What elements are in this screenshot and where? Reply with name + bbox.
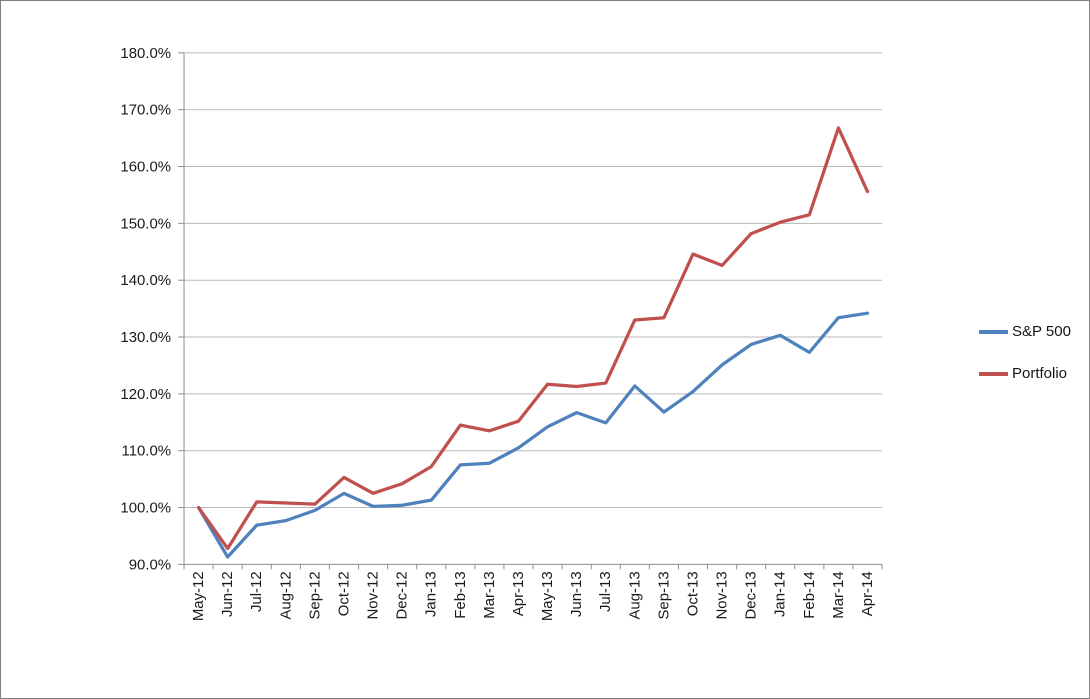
x-tick-label: Jan-14 [772,571,789,617]
y-tick-label: 140.0% [120,272,171,289]
x-tick-label: May-13 [539,571,556,621]
y-tick-label: 170.0% [120,102,171,119]
x-tick-label: Apr-13 [510,571,527,616]
x-tick-label: Jan-13 [423,571,440,617]
x-tick-label: Jul-12 [248,571,265,612]
sp500-line-swatch-icon [979,330,1008,334]
x-tick-label: Mar-14 [830,571,847,618]
y-tick-label: 180.0% [120,45,171,62]
x-tick-label: Sep-13 [655,571,672,619]
series-line-portfolio[interactable] [196,126,870,551]
legend-label-sp500: S&P 500 [1012,323,1071,340]
x-tick-label: Apr-14 [859,571,876,616]
y-tick-label: 120.0% [120,386,171,403]
x-tick-label: Feb-14 [801,571,818,618]
x-tick-label: Mar-13 [481,571,498,618]
y-axis-labels: 90.0% 100.0% 110.0% 120.0% 130.0% 140.0% 150.0… [120,45,171,574]
x-tick-label: Jun-13 [568,571,585,617]
x-tick-label: Jun-12 [219,571,236,617]
x-ticks [183,564,883,570]
y-tick-label: 130.0% [120,329,171,346]
x-tick-label: Aug-12 [277,571,294,619]
x-tick-label: Oct-13 [684,571,701,616]
x-tick-label: Nov-12 [365,571,382,619]
x-tick-label: Sep-12 [306,571,323,619]
x-tick-label: Feb-13 [452,571,469,618]
x-tick-label: Aug-13 [626,571,643,619]
y-tick-label: 160.0% [120,159,171,176]
x-tick-label: Jul-13 [597,571,614,612]
chart-legend: S&P 500 Portfolio [979,322,1071,384]
x-tick-label: May-12 [190,571,207,621]
series-line-s-p-500[interactable] [196,311,870,559]
x-tick-label: Oct-12 [335,571,352,616]
y-tick-label: 100.0% [120,500,171,517]
y-tick-label: 150.0% [120,215,171,232]
y-tick-label: 90.0% [129,556,171,573]
y-gridlines [178,52,883,565]
y-tick-label: 110.0% [122,443,172,460]
portfolio-line-swatch-icon [979,372,1008,376]
x-axis-labels: May-12 Jun-12 Jul-12 Aug-12 Sep-12 Oct-12 Nov-… [190,571,876,621]
x-tick-label: Nov-13 [714,571,731,619]
legend-label-portfolio: Portfolio [1012,365,1068,382]
legend-item-sp500[interactable]: S&P 500 [979,322,1071,342]
x-tick-label: Dec-13 [743,571,760,619]
legend-item-portfolio[interactable]: Portfolio [979,364,1071,384]
x-tick-label: Dec-12 [394,571,411,619]
